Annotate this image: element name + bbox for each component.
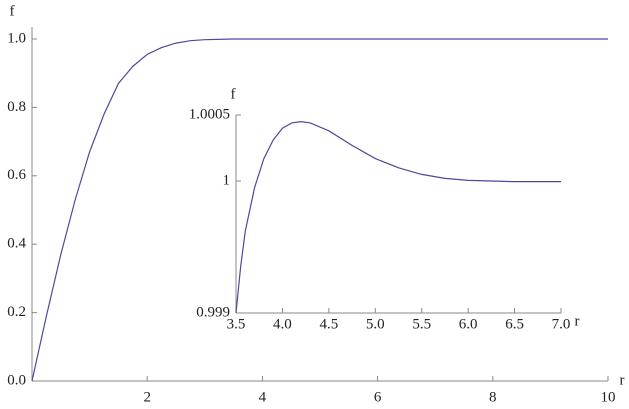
x-tick-label: 6.0 — [459, 316, 478, 332]
x-tick-label: 5.5 — [412, 316, 431, 332]
x-tick-label: 4 — [259, 389, 267, 405]
x-axis-label: r — [575, 313, 580, 329]
y-axis-label: f — [10, 3, 15, 19]
y-tick-label: 0.2 — [7, 304, 26, 320]
x-tick-label: 5.0 — [366, 316, 385, 332]
y-axis-label: f — [231, 86, 236, 102]
y-tick-label: 1.0 — [7, 30, 26, 46]
curve — [31, 38, 608, 382]
x-tick-label: 7.0 — [552, 316, 571, 332]
x-tick-label: 2 — [143, 389, 151, 405]
curve — [235, 120, 561, 314]
x-tick-label: 10 — [601, 389, 616, 405]
x-axis-label: r — [620, 372, 625, 388]
y-tick-label: 0.0 — [7, 372, 26, 388]
x-tick-label: 6.5 — [505, 316, 524, 332]
x-tick-label: 4.5 — [319, 316, 338, 332]
x-tick-label: 6 — [374, 389, 382, 405]
x-tick-label: 4.0 — [273, 316, 292, 332]
y-tick-label: 0.4 — [7, 236, 26, 252]
y-tick-label: 1.0005 — [189, 106, 230, 122]
x-tick-label: 8 — [489, 389, 497, 405]
y-tick-label: 1 — [223, 172, 231, 188]
y-tick-label: 0.6 — [7, 167, 26, 183]
y-tick-label: 0.8 — [7, 99, 26, 115]
x-tick-label: 3.5 — [227, 316, 246, 332]
y-tick-label: 0.999 — [196, 304, 230, 320]
